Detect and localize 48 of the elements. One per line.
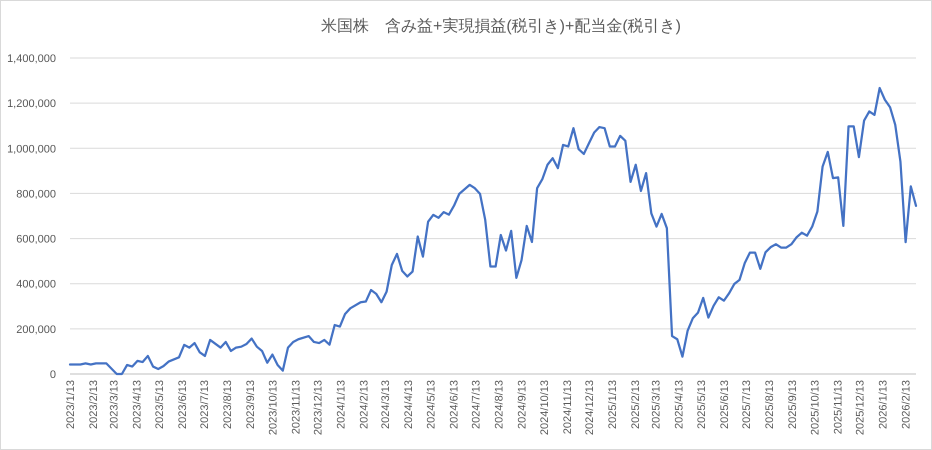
x-tick-label: 2025/4/13 xyxy=(674,380,686,429)
x-tick-label: 2023/1/13 xyxy=(65,380,77,429)
x-tick-label: 2023/8/13 xyxy=(222,380,234,429)
x-tick-label: 2023/7/13 xyxy=(199,380,212,429)
x-tick-label: 2023/4/13 xyxy=(132,380,144,429)
x-tick-label: 2025/5/13 xyxy=(696,380,708,429)
x-tick-label: 2024/10/13 xyxy=(538,380,551,436)
x-tick-label: 2024/11/13 xyxy=(562,380,574,434)
y-tick-label: 1,400,000 xyxy=(7,53,56,65)
line-series xyxy=(68,86,918,376)
x-tick-label: 2023/10/13 xyxy=(267,380,280,436)
x-tick-label: 2025/3/13 xyxy=(650,380,663,429)
x-tick-label: 2023/9/13 xyxy=(245,380,258,429)
x-tick-label: 2023/3/13 xyxy=(108,380,121,429)
x-tick-label: 2024/3/13 xyxy=(380,380,392,429)
x-tick-label: 2024/6/13 xyxy=(448,380,460,429)
x-tick-label: 2026/2/13 xyxy=(900,380,913,429)
x-tick-label: 2025/8/13 xyxy=(764,380,776,429)
x-tick-label: 2023/12/13 xyxy=(312,380,325,436)
x-tick-label: 2023/6/13 xyxy=(176,380,189,429)
y-tick-label: 0 xyxy=(50,369,56,381)
x-tick-label: 2025/9/13 xyxy=(787,380,800,429)
x-tick-label: 2024/12/13 xyxy=(584,380,596,436)
y-tick-label: 600,000 xyxy=(16,234,56,246)
x-tick-label: 2024/1/13 xyxy=(336,380,348,429)
y-tick-label: 400,000 xyxy=(16,278,56,291)
chart-title: 米国株 含み益+実現損益(税引き)+配当金(税引き) xyxy=(321,17,681,35)
y-tick-label: 1,200,000 xyxy=(7,98,56,110)
x-tick-label: 2024/5/13 xyxy=(425,380,438,429)
x-tick-label: 2025/1/13 xyxy=(607,380,620,429)
x-tick-label: 2023/5/13 xyxy=(154,380,166,429)
y-tick-label: 800,000 xyxy=(16,188,56,200)
x-tick-label: 2025/6/13 xyxy=(718,380,731,429)
y-tick-label: 200,000 xyxy=(16,324,56,336)
x-tick-label: 2024/8/13 xyxy=(494,380,506,429)
x-tick-label: 2024/4/13 xyxy=(403,380,416,429)
x-tick-label: 2025/12/13 xyxy=(854,380,867,436)
y-tick-label: 1,000,000 xyxy=(7,143,56,156)
x-tick-label: 2025/7/13 xyxy=(741,380,754,429)
x-tick-label: 2025/11/13 xyxy=(832,380,844,434)
x-tick-label: 2024/2/13 xyxy=(358,380,371,429)
x-tick-label: 2024/9/13 xyxy=(516,380,529,429)
x-tick-label: 2026/1/13 xyxy=(878,380,890,429)
x-tick-label: 2023/2/13 xyxy=(88,380,100,429)
x-tick-label: 2025/2/13 xyxy=(630,380,642,429)
x-tick-label: 2023/11/13 xyxy=(290,380,302,434)
x-tick-label: 2024/7/13 xyxy=(470,380,483,429)
x-tick-label: 2025/10/13 xyxy=(809,380,822,436)
